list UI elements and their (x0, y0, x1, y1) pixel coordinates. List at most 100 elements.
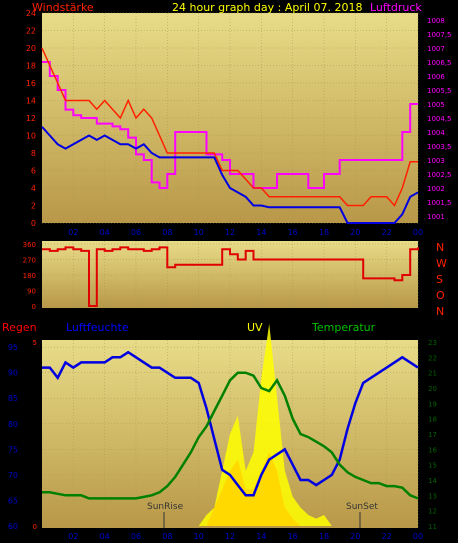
direction-tick-label: 180 (23, 272, 36, 280)
x-tick-label: 18 (319, 228, 329, 237)
wind-tick-label: 12 (26, 114, 36, 123)
temperature-tick-label: 12 (428, 508, 437, 516)
pressure-tick-label: 1006,5 (427, 59, 452, 67)
wind-tick-label: 4 (31, 184, 36, 193)
average-wind-series-line (41, 126, 419, 224)
x-tick-label: 08 (162, 532, 172, 541)
wind-tick-label: 8 (31, 149, 36, 158)
x-tick-label: 02 (68, 532, 78, 541)
temperature-tick-label: 22 (428, 354, 437, 362)
humidity-tick-label: 95 (8, 343, 18, 352)
temperature-tick-label: 18 (428, 416, 437, 424)
humidity-tick-label: 65 (8, 496, 18, 505)
x-tick-label: 18 (319, 532, 329, 541)
sunset-label: SunSet (346, 502, 378, 512)
temperature-series-line (42, 371, 419, 500)
wind-tick-label: 18 (26, 62, 36, 71)
temperature-axis-label: Temperatur (311, 321, 376, 334)
humidity-tick-label: 60 (8, 522, 18, 531)
pressure-tick-label: 1008 (427, 17, 445, 25)
pressure-tick-label: 1006 (427, 73, 445, 81)
temperature-tick-label: 20 (428, 385, 437, 393)
temperature-tick-label: 23 (428, 339, 437, 347)
wind-tick-label: 20 (26, 44, 36, 53)
uv-tick-label: 0 (33, 523, 37, 531)
x-tick-label: 00 (413, 532, 423, 541)
pressure-tick-label: 1002 (427, 185, 445, 193)
rain-axis-label: Regen (2, 321, 37, 334)
pressure-tick-label: 1002,5 (427, 171, 452, 179)
pressure-tick-label: 1005,5 (427, 87, 452, 95)
x-tick-label: 12 (225, 228, 235, 237)
compass-label: N (436, 305, 444, 318)
x-tick-label: 22 (382, 228, 392, 237)
direction-tick-label: 90 (27, 288, 36, 296)
wind-tick-label: 2 (31, 202, 36, 211)
pressure-series-line (42, 61, 418, 189)
wind-tick-label: 22 (26, 27, 36, 36)
humidity-temperature-chart: 60 65 70 75 80 85 90 95 11 12 13 14 15 16 17 18 19 20 21 2… (2, 321, 437, 541)
temperature-tick-label: 19 (428, 400, 437, 408)
pressure-tick-label: 1003,5 (427, 143, 452, 151)
temperature-tick-label: 13 (428, 492, 437, 500)
humidity-tick-label: 90 (8, 369, 18, 378)
pressure-tick-label: 1004 (427, 129, 445, 137)
humidity-series-line (42, 350, 419, 497)
x-tick-label: 14 (256, 532, 266, 541)
x-tick-label: 10 (194, 532, 204, 541)
x-tick-label: 06 (131, 228, 141, 237)
x-tick-label: 06 (131, 532, 141, 541)
x-tick-label: 14 (256, 228, 266, 237)
x-tick-label: 16 (288, 532, 298, 541)
pressure-axis-label: Luftdruck (370, 1, 422, 14)
wind-tick-label: 6 (31, 167, 36, 176)
pressure-tick-label: 1003 (427, 157, 445, 165)
x-tick-label: 12 (225, 532, 235, 541)
temperature-tick-label: 17 (428, 431, 437, 439)
pressure-tick-label: 1001 (427, 213, 445, 221)
chart-title: 24 hour graph day : April 07. 2018 (172, 1, 362, 14)
uv-axis-label: UV (247, 321, 263, 334)
compass-label: W (436, 257, 447, 270)
pressure-tick-label: 1007 (427, 45, 445, 53)
pressure-tick-label: 1004,5 (427, 115, 452, 123)
direction-tick-label: 360 (23, 241, 36, 249)
wind-tick-label: 10 (26, 132, 36, 141)
x-tick-label: 16 (288, 228, 298, 237)
x-tick-label: 10 (194, 228, 204, 237)
compass-label: S (436, 273, 443, 286)
pressure-tick-label: 1005 (427, 101, 445, 109)
x-tick-label: 22 (382, 532, 392, 541)
x-tick-label: 20 (350, 532, 360, 541)
x-tick-label: 08 (162, 228, 172, 237)
wind-tick-label: 0 (31, 219, 36, 228)
wind-axis-label: Windstärke (32, 1, 94, 14)
humidity-tick-label: 85 (8, 394, 18, 403)
temperature-tick-label: 16 (428, 446, 437, 454)
temperature-tick-label: 15 (428, 462, 437, 470)
direction-series-line (42, 246, 419, 307)
wind-tick-label: 14 (26, 97, 36, 106)
pressure-tick-label: 1001,5 (427, 199, 452, 207)
humidity-tick-label: 70 (8, 471, 18, 480)
wind-tick-label: 16 (26, 79, 36, 88)
pressure-tick-label: 1007,5 (427, 31, 452, 39)
sunrise-label: SunRise (147, 502, 184, 512)
direction-tick-label: 270 (23, 257, 36, 265)
compass-label: N (436, 241, 444, 254)
humidity-tick-label: 80 (8, 420, 18, 429)
wind-tick-label: 24 (26, 9, 36, 18)
x-tick-label: 04 (100, 532, 110, 541)
uv-tick-label: 5 (33, 339, 37, 347)
x-tick-label: 20 (350, 228, 360, 237)
compass-label: O (436, 289, 445, 302)
x-tick-label: 02 (68, 228, 78, 237)
humidity-axis-label: Luftfeuchte (66, 321, 129, 334)
x-tick-label: 00 (413, 228, 423, 237)
humidity-tick-label: 75 (8, 445, 18, 454)
temperature-tick-label: 14 (428, 477, 437, 485)
